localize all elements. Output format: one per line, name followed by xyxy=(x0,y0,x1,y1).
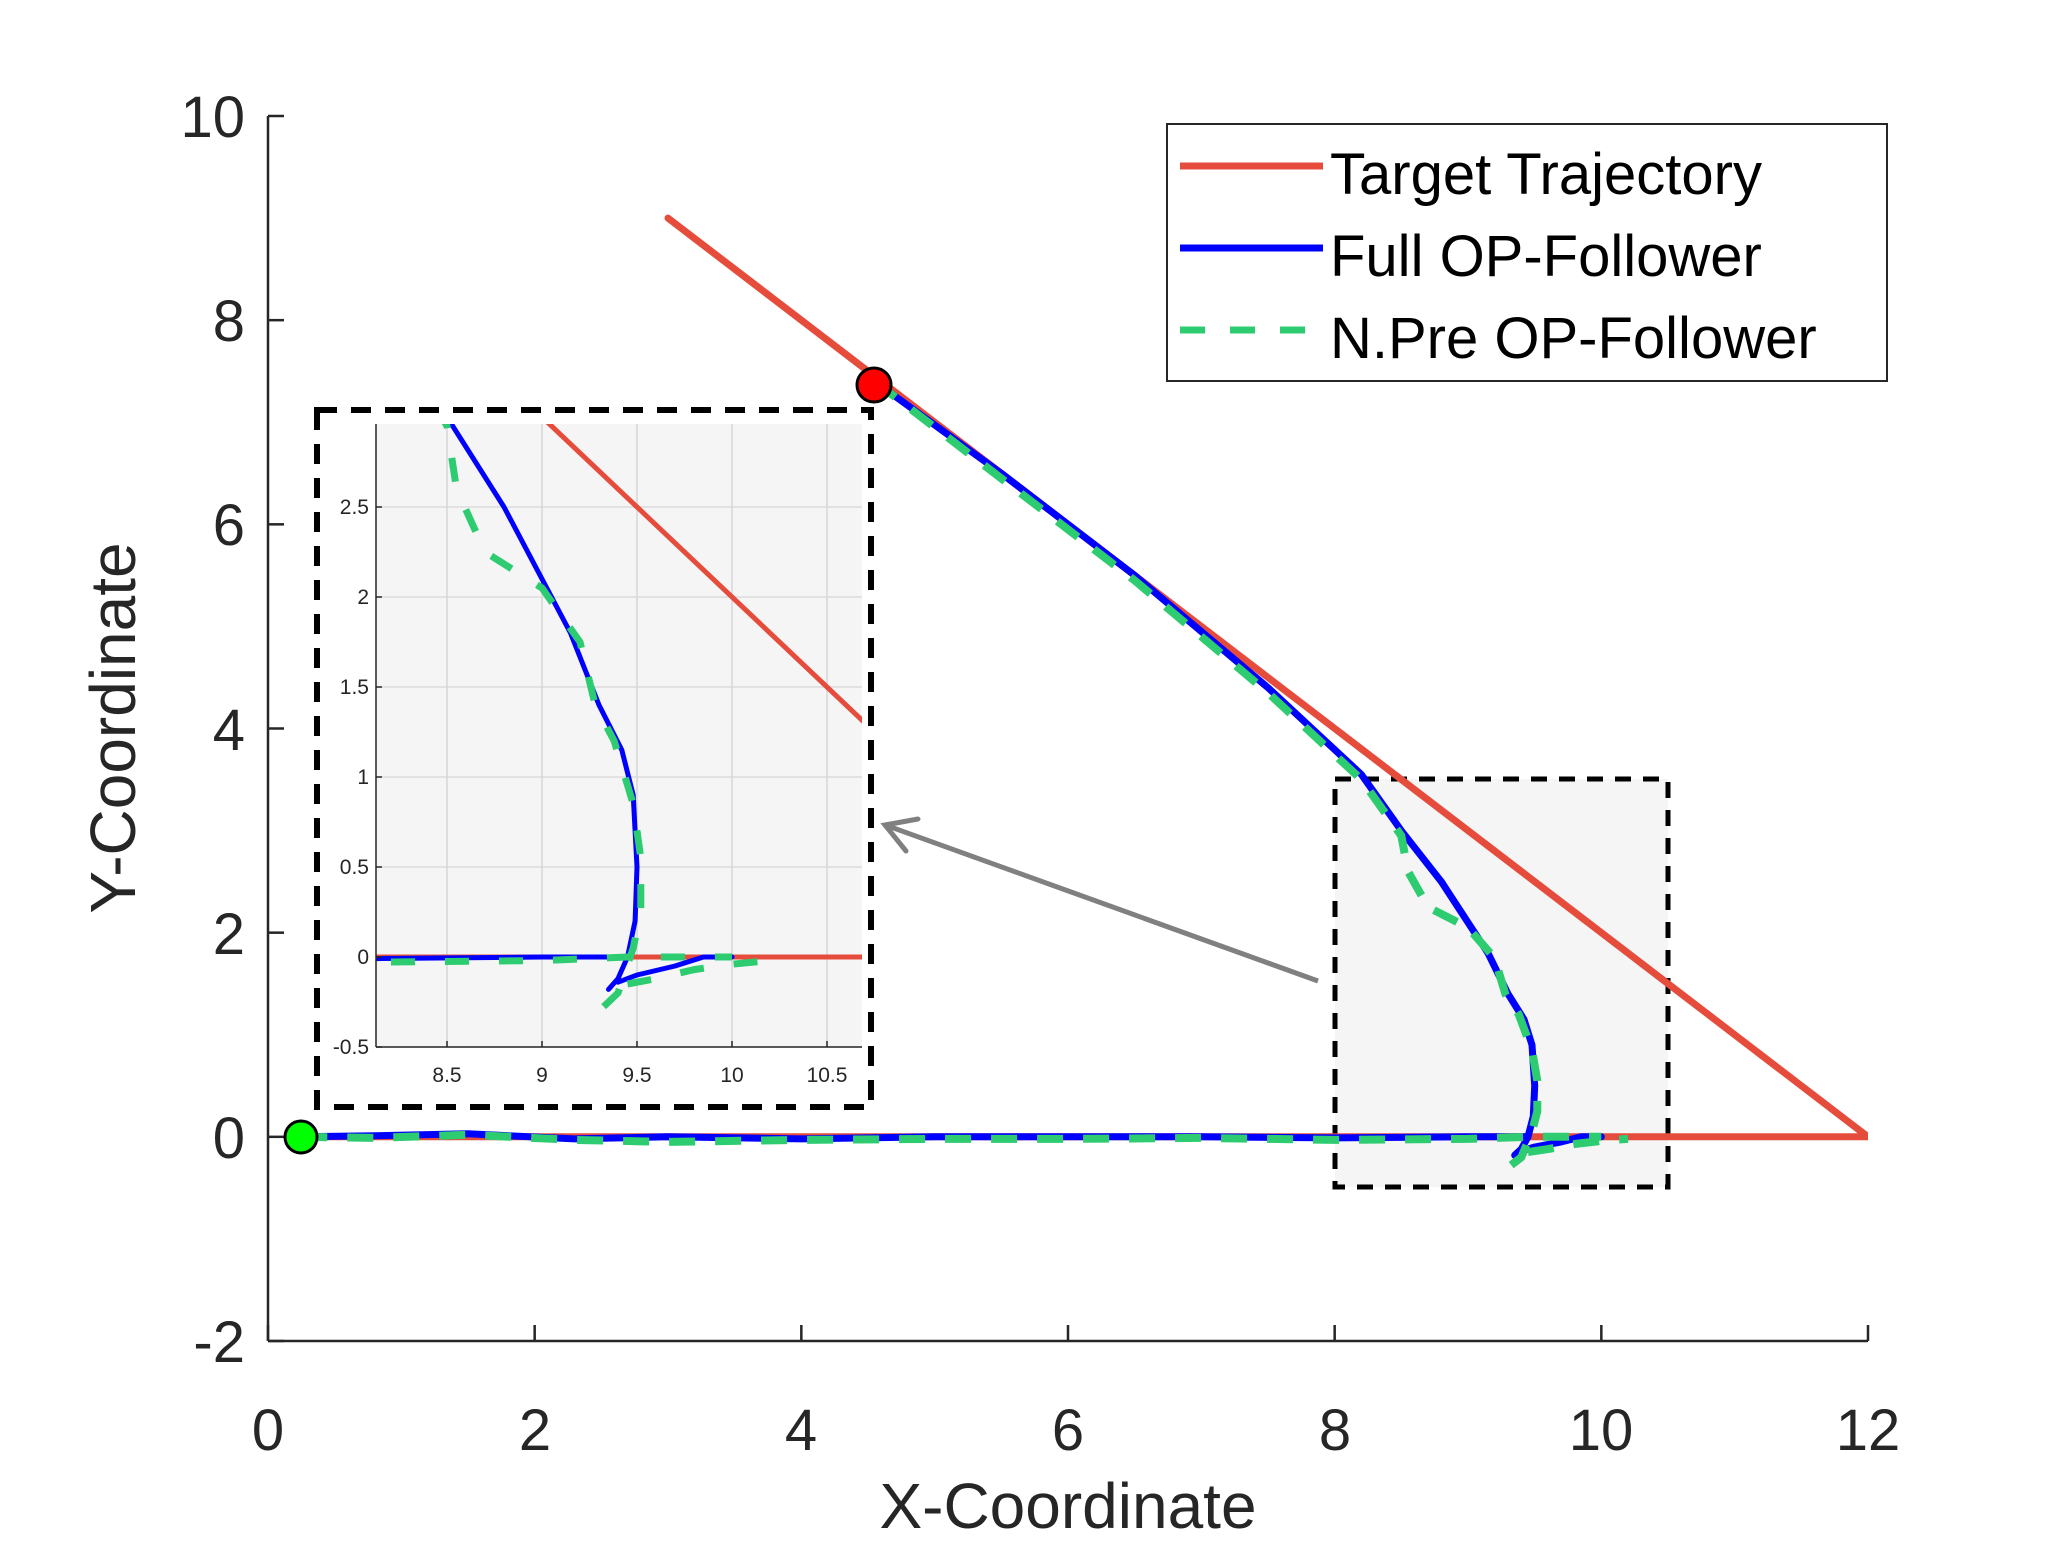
x-tick-labels: 0 2 4 6 8 10 12 xyxy=(252,1398,1900,1463)
inset-x-tick-label: 8.5 xyxy=(432,1064,461,1087)
y-tick-label: 2 xyxy=(213,902,245,967)
n-pre-op-follower-line xyxy=(376,953,732,966)
y-axis-title: Y-Coordinate xyxy=(77,542,149,913)
legend-item-target: Target Trajectory xyxy=(1180,142,1762,207)
inset-y-tick-label: -0.5 xyxy=(333,1036,369,1059)
inset-grid xyxy=(376,424,862,1048)
inset-series xyxy=(376,424,862,1023)
y-tick-label: 6 xyxy=(213,493,245,558)
inset-y-tick-label: 1 xyxy=(357,766,369,789)
legend: Target Trajectory Full OP-Follower N.Pre… xyxy=(1166,123,1888,382)
main-series xyxy=(297,214,1868,1176)
legend-label: Full OP-Follower xyxy=(1330,224,1762,289)
y-tick-label: -2 xyxy=(193,1310,245,1375)
inset-x-tick-label: 9.5 xyxy=(622,1064,651,1087)
target-start-marker xyxy=(855,366,893,404)
main-axes: 0 2 4 6 8 10 12 -2 0 2 4 6 8 10 X-Coordi… xyxy=(77,85,1900,1542)
inset-x-tick-labels: 8.5 9 9.5 10 10.5 xyxy=(432,1064,847,1087)
y-tick-label: 8 xyxy=(213,289,245,354)
legend-item-npre: N.Pre OP-Follower xyxy=(1180,306,1817,371)
x-ticks xyxy=(266,1325,1870,1341)
n-pre-op-follower-line xyxy=(872,378,1542,1176)
inset-x-tick-label: 9 xyxy=(536,1064,548,1087)
legend-label: N.Pre OP-Follower xyxy=(1330,306,1817,371)
inset-y-tick-label: 1.5 xyxy=(340,676,369,699)
inset-y-tick-label: 0 xyxy=(357,946,369,969)
x-tick-label: 12 xyxy=(1836,1398,1901,1463)
zoom-arrow xyxy=(880,816,1319,984)
x-tick-label: 6 xyxy=(1052,1398,1084,1463)
inset-ticks xyxy=(376,506,828,1048)
legend-label: Target Trajectory xyxy=(1330,142,1762,207)
full-op-follower-line xyxy=(615,954,735,985)
inset-y-tick-label: 0.5 xyxy=(340,856,369,879)
x-tick-label: 8 xyxy=(1319,1398,1351,1463)
x-axis-title: X-Coordinate xyxy=(879,1470,1256,1542)
target-trajectory-line xyxy=(545,424,862,724)
inset-y-tick-labels: -0.5 0 0.5 1 1.5 2 2.5 xyxy=(333,496,369,1059)
n-pre-op-follower-line xyxy=(626,957,771,988)
n-pre-op-follower-line xyxy=(1527,1134,1629,1157)
inset-x-tick-label: 10 xyxy=(720,1064,743,1087)
full-op-follower-line xyxy=(376,954,630,962)
inset-plot-area xyxy=(376,424,862,1047)
inset-x-tick-label: 10.5 xyxy=(807,1064,848,1087)
y-ticks xyxy=(268,114,284,1343)
legend-item-full: Full OP-Follower xyxy=(1180,224,1762,289)
n-pre-op-follower-line xyxy=(301,1130,1602,1146)
x-tick-label: 2 xyxy=(519,1398,551,1463)
inset-plot: 8.5 9 9.5 10 10.5 -0.5 0 0.5 1 1.5 2 2.5 xyxy=(314,407,874,1110)
inset-y-tick-label: 2 xyxy=(357,586,369,609)
y-tick-labels: -2 0 2 4 6 8 10 xyxy=(180,85,245,1375)
y-tick-label: 10 xyxy=(180,85,245,150)
x-tick-label: 4 xyxy=(785,1398,817,1463)
start-marker xyxy=(283,1119,319,1155)
inset-y-tick-label: 2.5 xyxy=(340,496,369,519)
y-tick-label: 4 xyxy=(213,698,245,763)
y-tick-label: 0 xyxy=(213,1106,245,1171)
x-tick-label: 0 xyxy=(252,1398,284,1463)
x-tick-label: 10 xyxy=(1569,1398,1634,1463)
